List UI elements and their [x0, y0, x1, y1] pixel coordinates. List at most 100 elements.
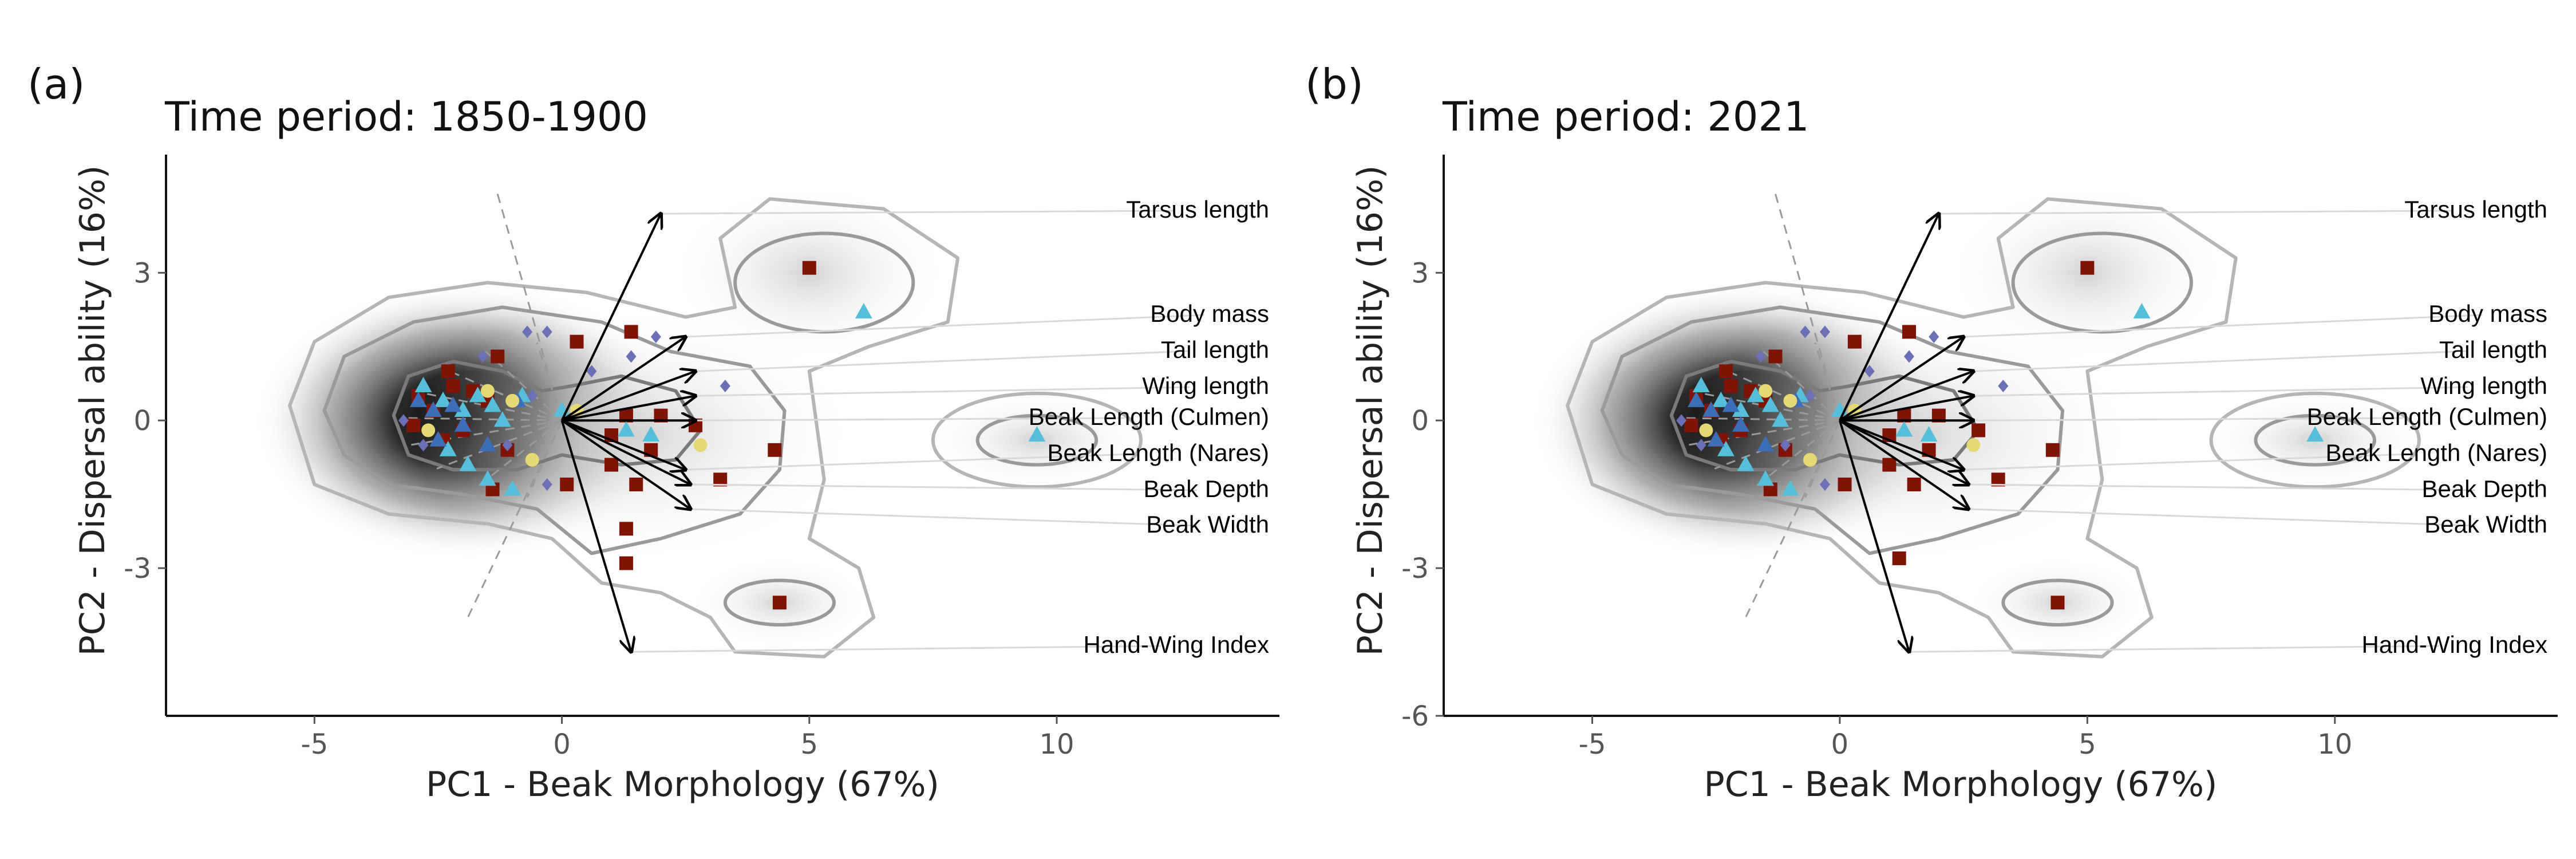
contour-top-inner: [2011, 231, 2193, 334]
loading-label: Beak Width: [1146, 511, 1269, 538]
loading-label: Hand-Wing Index: [2362, 631, 2548, 658]
contour-bottom-inner: [723, 578, 836, 626]
loading-connector: [1963, 453, 2411, 471]
point-triangle: [1732, 401, 1749, 417]
loading-connector: [695, 350, 1190, 372]
point-square: [768, 443, 782, 457]
density-surface: [255, 184, 1146, 647]
panel-label: (b): [1305, 60, 1364, 108]
loading-arrow: [561, 371, 696, 422]
loading-arrow: [561, 337, 686, 421]
point-diamond: [1903, 350, 1914, 363]
loading-label: Wing length: [1142, 372, 1269, 399]
dashed-spoke: [436, 419, 563, 470]
contour-outer: [288, 197, 960, 659]
point-circle: [1783, 393, 1797, 408]
contour-right-inner: [975, 413, 1099, 467]
x-axis-label: PC1 - Beak Morphology (67%): [426, 765, 939, 805]
point-circle: [421, 423, 436, 438]
point-square: [619, 522, 633, 536]
point-diamond: [1998, 380, 2009, 393]
contour-middle: [1600, 305, 2065, 555]
dashed-spoke: [536, 342, 563, 421]
contour-right-inner: [2254, 413, 2376, 467]
loading-connector: [685, 314, 1204, 338]
loading-label: Beak Depth: [1144, 475, 1269, 502]
data-points: [398, 261, 1046, 610]
loading-connector: [695, 417, 1125, 421]
y-tick-label: 3: [1411, 257, 1429, 289]
dashed-spoke: [1754, 420, 1840, 488]
x-tick-label: 10: [2317, 728, 2352, 761]
point-triangle: [617, 421, 635, 437]
y-tick-label: -3: [124, 553, 151, 585]
loading-label: Beak Width: [2424, 511, 2547, 538]
point-circle: [1803, 452, 1818, 467]
loading-connector: [661, 210, 1176, 215]
point-diamond: [626, 350, 637, 363]
point-triangle: [469, 387, 487, 403]
point-triangle: [459, 455, 477, 471]
x-tick-label: -5: [1579, 728, 1606, 761]
point-triangle: [1761, 396, 1779, 412]
dashed-spoke: [1804, 420, 1841, 498]
point-square: [605, 458, 618, 472]
contour-right-outer: [931, 391, 1143, 489]
point-diamond: [720, 380, 730, 393]
x-tick-label: 5: [801, 728, 819, 761]
loading-arrow: [562, 396, 696, 422]
point-square: [1907, 477, 1921, 491]
point-square: [1838, 477, 1852, 491]
loading-arrow: [1838, 420, 1909, 652]
point-diamond: [1676, 414, 1687, 427]
loading-label: Wing length: [2420, 372, 2547, 399]
point-square: [1847, 334, 1862, 349]
point-diamond: [398, 414, 409, 427]
point-triangle: [454, 401, 472, 417]
loading-label: Beak Length (Nares): [1047, 439, 1269, 466]
contour-bottom-inner: [2001, 578, 2114, 626]
dashed-spoke: [1681, 417, 1840, 421]
point-triangle: [484, 396, 501, 412]
point-square: [1768, 349, 1783, 364]
point-circle: [693, 438, 708, 452]
x-tick-label: 0: [553, 728, 571, 761]
loading-arrow: [1839, 337, 1963, 421]
loading-arrow: [1839, 371, 1974, 422]
point-triangle: [855, 303, 872, 319]
point-circle: [480, 384, 495, 398]
point-triangle: [504, 480, 521, 496]
point-triangle: [1772, 411, 1789, 427]
dashed-spoke: [442, 367, 563, 421]
loading-connector: [1973, 417, 2404, 421]
y-axis-label: PC2 - Dispersal ability (16%): [73, 166, 113, 656]
point-triangle: [1028, 426, 1046, 442]
loading-vectors: Tarsus length Body mass Tail length Wing le…: [1838, 196, 2548, 658]
point-square: [2080, 261, 2095, 275]
panel-a: (a) Time period: 1850-1900 -5 0 5 10 -3 0 3 PC1 -…: [27, 60, 1279, 805]
loading-arrow: [1839, 396, 1974, 422]
point-square: [1902, 325, 1916, 339]
y-tick-label: 3: [133, 257, 151, 289]
loading-arrow: [1839, 419, 1963, 470]
point-square: [2050, 596, 2065, 610]
dashed-spoke: [1720, 367, 1840, 421]
point-triangle: [1747, 387, 1764, 403]
point-triangle: [1757, 436, 1775, 452]
dashed-guide: [496, 194, 563, 421]
loading-arrow: [1839, 419, 1969, 509]
density-surface: [1532, 184, 2424, 647]
point-triangle: [454, 416, 472, 432]
point-triangle: [439, 440, 457, 456]
contour-top-inner: [733, 231, 915, 334]
loading-label: Tail length: [2439, 336, 2547, 363]
point-square: [446, 379, 460, 393]
point-triangle: [1737, 455, 1755, 471]
y-axis-label: PC2 - Dispersal ability (16%): [1350, 166, 1390, 656]
point-square: [629, 477, 643, 491]
point-square: [1882, 458, 1897, 472]
point-triangle: [642, 426, 660, 442]
point-triangle: [429, 431, 447, 447]
dashed-spoke: [414, 391, 562, 421]
panel-title: Time period: 2021: [1442, 93, 1809, 140]
